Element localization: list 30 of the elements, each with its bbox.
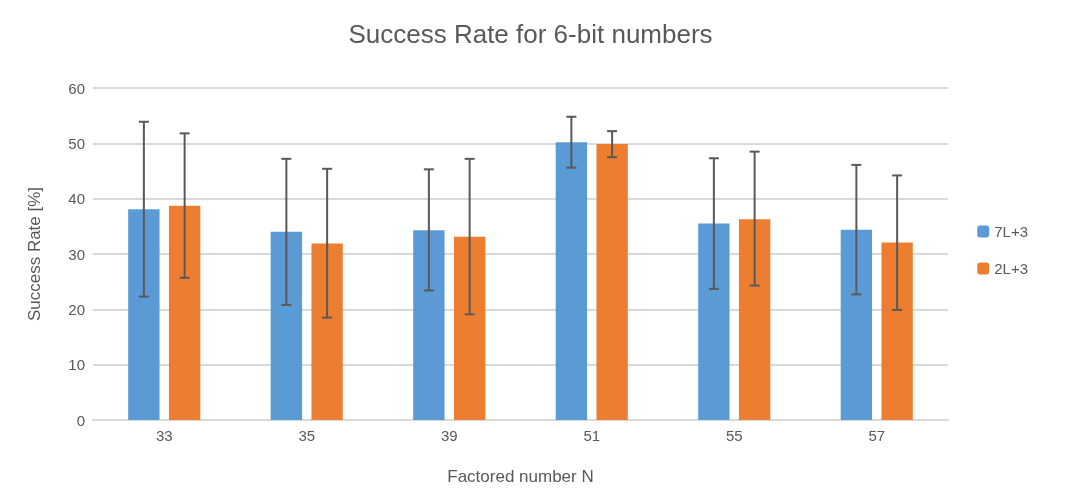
x-tick-label: 51: [583, 427, 601, 444]
bar: [453, 236, 486, 420]
x-tick-label: 55: [725, 427, 743, 444]
bar: [413, 230, 445, 420]
bar: [270, 231, 303, 420]
chart-title: Success Rate for 6-bit numbers: [348, 19, 713, 49]
bar: [840, 229, 873, 420]
y-tick-label: 20: [68, 300, 85, 318]
y-tick-label: 30: [68, 245, 85, 263]
x-tick-label: 33: [155, 427, 173, 444]
y-tick-label: 10: [68, 356, 85, 374]
bar: [738, 219, 771, 420]
x-axis-title: Factored number N: [447, 467, 594, 486]
y-axis-title: Success Rate [%]: [25, 186, 44, 322]
bar: [311, 243, 343, 420]
legend-label: 2L+3: [994, 260, 1029, 277]
bar: [881, 242, 913, 420]
bar: [128, 209, 160, 420]
x-tick-label: 35: [298, 427, 316, 444]
y-tick-label: 60: [68, 79, 85, 97]
bar: [596, 143, 628, 420]
legend-label: 7L+3: [994, 223, 1029, 240]
bar: [168, 205, 201, 420]
x-tick-label: 39: [440, 427, 458, 444]
y-tick-label: 0: [76, 411, 85, 429]
y-tick-label: 40: [68, 190, 85, 208]
bar: [698, 223, 730, 420]
bar: [555, 142, 588, 420]
x-tick-label: 57: [868, 427, 886, 444]
y-tick-label: 50: [68, 134, 85, 152]
